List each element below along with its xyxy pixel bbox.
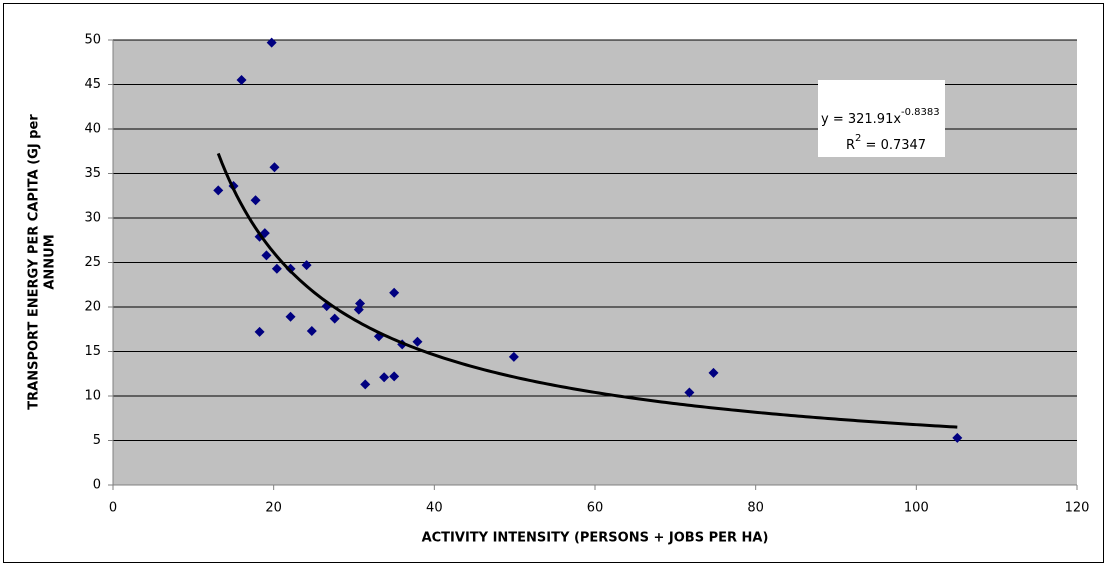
point [412, 336, 423, 347]
point [236, 75, 247, 86]
point [306, 326, 317, 337]
point [266, 37, 277, 48]
x-tick-label: 100 [904, 501, 929, 516]
point [285, 311, 296, 322]
x-tick-label: 20 [265, 501, 282, 516]
equation-text: y = 321.91x [821, 112, 901, 127]
y-tick-label: 20 [84, 300, 101, 315]
point [254, 326, 265, 337]
x-tick-label: 40 [426, 501, 443, 516]
y-tick-label: 15 [84, 344, 101, 359]
point [329, 313, 340, 324]
trendline [216, 152, 958, 429]
r-squared-symbol: R [846, 138, 855, 153]
y-tick-label: 45 [84, 77, 101, 92]
r-squared: R2 = 0.7347 [846, 133, 926, 153]
point [250, 195, 261, 206]
x-tick-label: 80 [747, 501, 764, 516]
equation-exponent: -0.8383 [901, 107, 940, 118]
y-tick-label: 0 [93, 478, 101, 493]
x-axis-title: ACTIVITY INTENSITY (PERSONS + JOBS PER H… [422, 531, 769, 546]
point [271, 263, 282, 274]
point [269, 162, 280, 173]
y-tick-label: 50 [84, 33, 101, 48]
y-tick-label: 10 [84, 389, 101, 404]
x-tick-label: 60 [587, 501, 604, 516]
point [285, 263, 296, 274]
point [708, 367, 719, 378]
point [379, 372, 390, 383]
y-tick-label: 30 [84, 211, 101, 226]
r-squared-value: = 0.7347 [861, 138, 926, 153]
point [301, 260, 312, 271]
y-axis-title-line: TRANSPORT ENERGY PER CAPITA (GJ per [27, 114, 42, 410]
point [389, 371, 400, 382]
y-tick-label: 40 [84, 122, 101, 137]
equation-box [818, 80, 945, 157]
y-axis-title-line: ANNUM [43, 234, 58, 289]
point [213, 185, 224, 196]
x-tick-label: 0 [109, 501, 117, 516]
y-tick-label: 25 [84, 255, 101, 270]
point [508, 351, 519, 362]
point [684, 387, 695, 398]
point [952, 432, 963, 443]
point [389, 287, 400, 298]
point [261, 250, 272, 261]
point [353, 304, 364, 315]
y-axis-title: TRANSPORT ENERGY PER CAPITA (GJ per ANNU… [27, 114, 58, 410]
trend-equation: y = 321.91x-0.8383 [821, 107, 940, 127]
point [360, 379, 371, 390]
y-tick-label: 5 [93, 433, 101, 448]
r-squared-exponent: 2 [855, 133, 861, 144]
point [355, 298, 366, 309]
y-tick-label: 35 [84, 166, 101, 181]
x-tick-label: 120 [1065, 501, 1090, 516]
